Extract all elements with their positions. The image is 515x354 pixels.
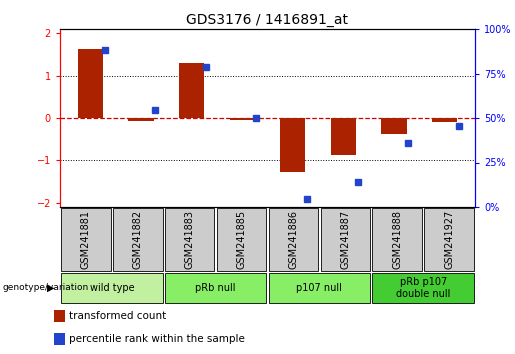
Text: pRb p107
double null: pRb p107 double null (396, 277, 450, 299)
Bar (269, 273, 370, 303)
Bar (78, 49, 103, 118)
Text: GSM241886: GSM241886 (288, 210, 298, 269)
Bar (372, 273, 474, 303)
Text: GSM241888: GSM241888 (392, 210, 402, 269)
Text: GSM241881: GSM241881 (81, 210, 91, 269)
Bar (128, 118, 153, 121)
Text: percentile rank within the sample: percentile rank within the sample (69, 334, 245, 344)
Bar (61, 208, 111, 272)
Text: GSM241882: GSM241882 (133, 210, 143, 269)
Text: transformed count: transformed count (69, 311, 166, 321)
Bar (54, 332, 64, 346)
Bar (113, 208, 163, 272)
Text: wild type: wild type (90, 283, 134, 293)
Bar (331, 118, 356, 155)
Bar (372, 208, 422, 272)
Text: GSM241887: GSM241887 (340, 210, 350, 269)
Bar (217, 208, 266, 272)
Bar (432, 118, 457, 122)
Text: ▶: ▶ (47, 283, 55, 293)
Text: GSM241927: GSM241927 (444, 210, 454, 269)
Bar (382, 118, 407, 134)
Bar (230, 118, 255, 120)
Bar (179, 63, 204, 118)
Bar (280, 118, 305, 172)
Bar (165, 273, 266, 303)
Bar (165, 208, 214, 272)
Bar (61, 273, 163, 303)
Title: GDS3176 / 1416891_at: GDS3176 / 1416891_at (186, 13, 349, 27)
Text: GSM241885: GSM241885 (236, 210, 247, 269)
Text: pRb null: pRb null (195, 283, 236, 293)
Text: p107 null: p107 null (297, 283, 342, 293)
Bar (54, 309, 64, 322)
Text: genotype/variation: genotype/variation (3, 284, 89, 292)
Bar (321, 208, 370, 272)
Text: GSM241883: GSM241883 (185, 210, 195, 269)
Bar (424, 208, 474, 272)
Bar (269, 208, 318, 272)
